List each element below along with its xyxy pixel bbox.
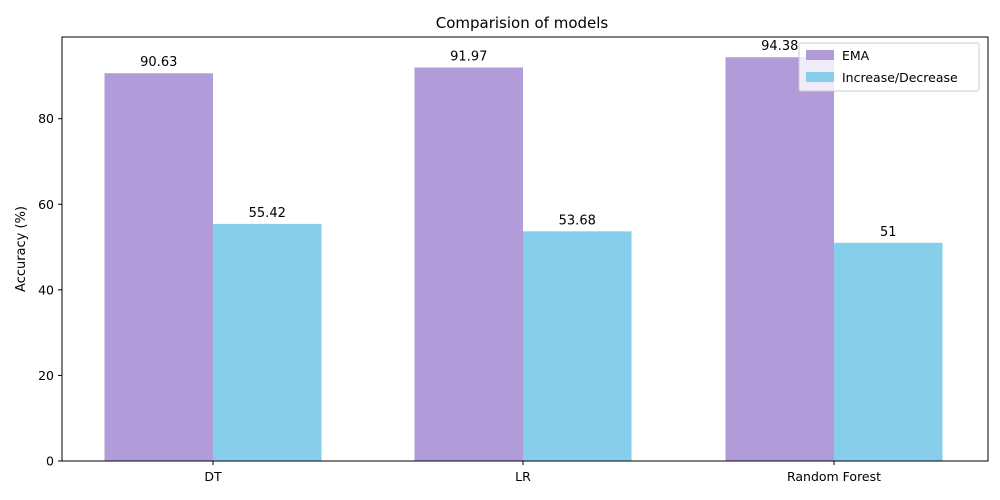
bar-ema-lr	[414, 67, 523, 462]
bar-value-label-increase-decrease-random-forest: 51	[880, 225, 897, 240]
legend-swatch-ema	[806, 50, 834, 60]
y-tick-label: 40	[38, 282, 54, 297]
bar-value-label-ema-dt: 90.63	[140, 55, 177, 70]
legend-label-ema: EMA	[842, 48, 870, 63]
bar-value-label-ema-lr: 91.97	[450, 50, 487, 65]
chart-title: Comparision of models	[436, 14, 609, 32]
plot-frame	[61, 36, 989, 462]
bar-increase-decrease-lr	[523, 231, 632, 461]
legend-label-increase-decrease: Increase/Decrease	[842, 70, 958, 85]
bars-layer	[104, 57, 943, 462]
y-axis-label: Accuracy (%)	[14, 206, 29, 292]
y-tick-label: 60	[38, 197, 54, 212]
bar-increase-decrease-random-forest	[834, 242, 943, 461]
x-tick-label-dt: DT	[204, 469, 222, 484]
y-tick-label: 20	[38, 368, 54, 383]
y-tick-label: 80	[38, 111, 54, 126]
x-tick-label-lr: LR	[515, 469, 531, 484]
bar-value-label-increase-decrease-dt: 55.42	[249, 206, 286, 221]
bar-value-label-increase-decrease-lr: 53.68	[559, 213, 596, 228]
bar-labels-layer: 90.63 91.97 94.38 55.42 53.68 51	[140, 39, 896, 240]
legend-box	[798, 42, 980, 92]
legend: EMA Increase/Decrease	[798, 42, 980, 92]
bar-ema-random-forest	[725, 57, 834, 461]
legend-swatch-increase-decrease	[806, 72, 834, 82]
axes-layer: 0 20 40 60 80 DT LR Random Forest	[38, 36, 989, 484]
bar-increase-decrease-dt	[213, 223, 322, 461]
y-tick-label: 0	[46, 454, 54, 469]
bar-value-label-ema-random-forest: 94.38	[761, 39, 798, 54]
x-tick-label-random-forest: Random Forest	[787, 469, 881, 484]
bar-ema-dt	[104, 73, 213, 461]
